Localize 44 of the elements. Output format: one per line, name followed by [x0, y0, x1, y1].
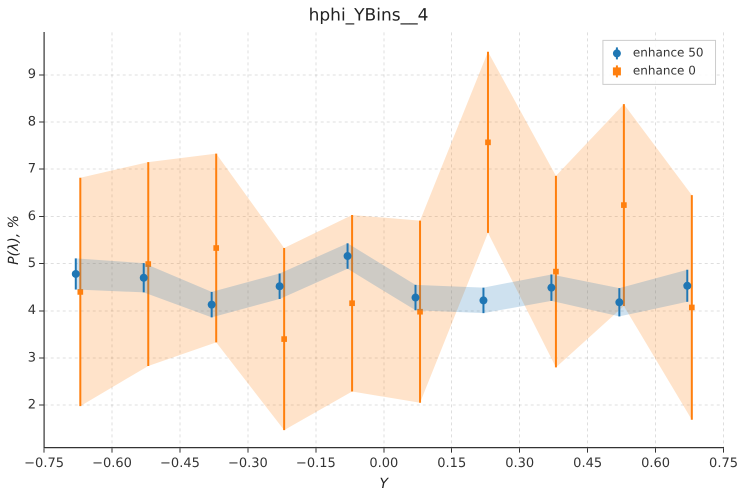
x-tick-label: 0.75 — [709, 456, 738, 471]
point — [417, 308, 423, 315]
x-tick-label: 0.30 — [505, 456, 534, 471]
y-tick-label: 6 — [28, 208, 36, 224]
legend-label: enhance 0 — [632, 64, 696, 78]
point — [547, 284, 556, 292]
x-tick-label: −0.45 — [160, 456, 200, 471]
y-tick-label: 7 — [28, 162, 36, 177]
point — [344, 252, 352, 260]
x-tick-label: 0.45 — [573, 456, 602, 471]
y-tick-label: 9 — [28, 67, 36, 82]
y-tick-label: 4 — [28, 303, 36, 318]
point — [208, 300, 216, 309]
x-tick-label: −0.75 — [24, 456, 64, 471]
point — [479, 296, 488, 304]
x-axis-title: Y — [380, 476, 390, 492]
legend-label: enhance 50 — [632, 46, 704, 60]
point — [213, 245, 220, 251]
point — [485, 140, 491, 146]
point — [412, 294, 420, 302]
point — [553, 268, 559, 274]
point — [615, 298, 624, 306]
point — [77, 289, 84, 295]
y-axis-title: P(λ), % — [6, 215, 22, 265]
point — [688, 304, 695, 310]
y-tick-label: 2 — [28, 398, 36, 413]
chart-title: hphi_YBins__4 — [308, 6, 428, 26]
x-tick-label: −0.60 — [92, 456, 132, 471]
y-tick-label: 8 — [28, 114, 36, 130]
point — [281, 336, 287, 342]
point — [683, 282, 692, 290]
x-tick-label: −0.30 — [228, 456, 268, 471]
point — [621, 202, 627, 208]
x-tick-label: 0.15 — [437, 456, 466, 471]
point — [145, 261, 152, 267]
point — [276, 282, 284, 290]
x-tick-label: 0.60 — [641, 456, 670, 471]
y-tick-label: 3 — [28, 350, 36, 366]
x-tick-label: −0.15 — [296, 456, 336, 471]
point — [72, 270, 80, 278]
point — [140, 274, 148, 282]
y-tick-label: 5 — [28, 256, 36, 271]
x-tick-label: 0.00 — [369, 456, 398, 471]
point — [349, 300, 355, 306]
